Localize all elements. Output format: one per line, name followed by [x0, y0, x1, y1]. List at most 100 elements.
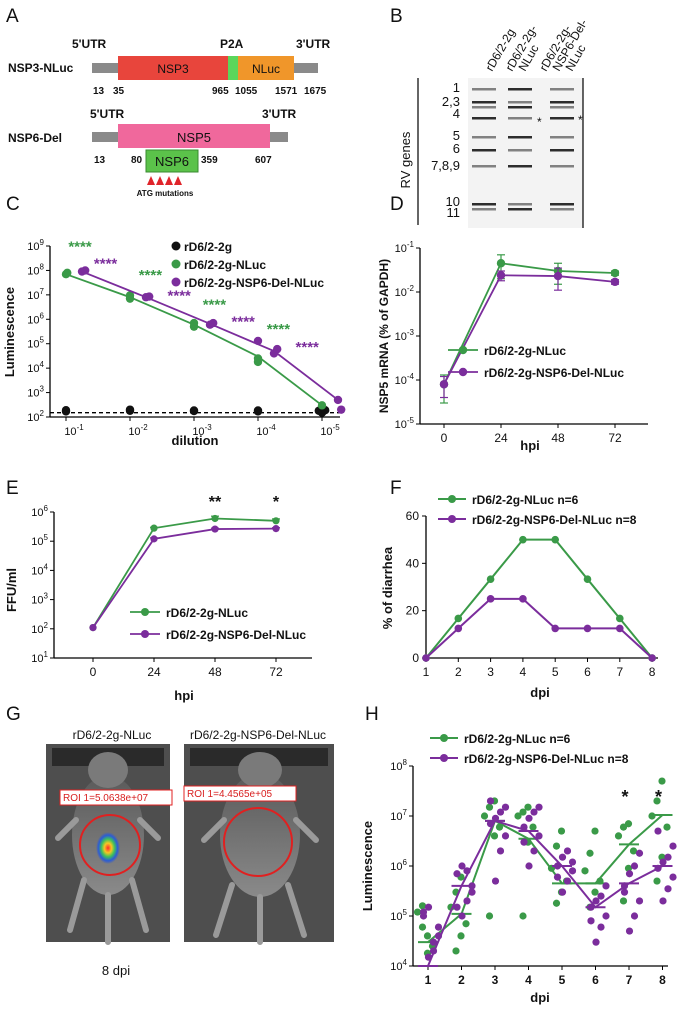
data-point: [189, 406, 199, 415]
data-point: [669, 842, 677, 850]
y-tick-label: 105: [27, 336, 44, 351]
gel-band-label: 11: [447, 205, 461, 220]
y-tick-label: 106: [27, 311, 44, 326]
y-tick-label: 109: [27, 238, 44, 253]
data-point: [125, 405, 135, 414]
legend-marker: [458, 367, 468, 377]
nsp6-pos-13: 13: [94, 155, 106, 166]
legend-label: rD6/2-2g-NSP6-Del-NLuc: [484, 366, 624, 380]
data-point: [558, 888, 567, 896]
gel-band-label: 10: [446, 194, 460, 209]
legend-marker: [458, 345, 468, 355]
data-point: [553, 271, 563, 281]
nsp6-pos-607: 607: [255, 155, 272, 166]
legend-marker: [440, 734, 448, 742]
gel-band: [550, 106, 574, 109]
significance-marker: ****: [168, 287, 192, 304]
y-tick-label: 10-5: [395, 416, 415, 431]
construct-nsp6-del-name: NSP6-Del: [8, 131, 62, 145]
imaging-timepoint: 8 dpi: [102, 963, 130, 978]
rv-genes-axis-label: RV genes: [398, 131, 413, 188]
legend-marker: [171, 241, 181, 251]
data-point: [663, 823, 671, 831]
gel-band-label: 2,3: [442, 94, 460, 109]
gel-band: [550, 208, 574, 211]
legend-marker: [141, 608, 149, 616]
gel-band: [550, 101, 574, 104]
data-point: [211, 514, 219, 523]
data-point: [337, 405, 346, 414]
data-point: [125, 291, 135, 300]
legend-label: rD6/2-2g-NLuc: [484, 344, 566, 358]
data-point: [530, 808, 538, 816]
legend-marker: [448, 515, 456, 523]
y-tick-label: 40: [406, 556, 420, 570]
data-point: [669, 873, 677, 881]
construct-nsp3-nluc-name: NSP3-NLuc: [8, 61, 74, 75]
gel-band: [550, 136, 574, 139]
data-point: [658, 777, 666, 785]
x-tick-label: 5: [559, 973, 566, 987]
panel-label-g: G: [6, 704, 21, 725]
legend-marker: [141, 630, 149, 638]
gel-band: [472, 208, 496, 211]
data-point: [591, 888, 599, 896]
legend-marker: [171, 259, 181, 269]
data-point: [81, 266, 90, 275]
x-tick-label: 7: [616, 665, 623, 679]
panel-label-c: C: [6, 194, 20, 215]
significance-marker: *: [655, 787, 662, 807]
gel-band: [472, 88, 496, 91]
data-point: [462, 920, 470, 928]
data-point: [586, 849, 594, 857]
data-point: [496, 271, 506, 280]
data-point: [453, 903, 461, 911]
data-point: [486, 595, 495, 603]
x-tick-label: 10-3: [192, 423, 212, 438]
significance-marker: ****: [232, 314, 256, 331]
data-point: [551, 624, 559, 633]
gel-band: [550, 117, 574, 120]
y-tick-label: 105: [390, 908, 407, 923]
data-point: [453, 870, 461, 878]
data-point: [496, 847, 505, 855]
nsp5-gene-box: [118, 124, 270, 148]
data-point: [422, 654, 430, 662]
x-tick-label: 6: [584, 665, 591, 679]
data-point: [61, 405, 71, 415]
gel-band: [508, 208, 532, 211]
x-tick-label: 24: [147, 665, 161, 679]
data-point: [418, 902, 427, 910]
data-point: [145, 292, 154, 301]
x-tick-label: 2: [458, 973, 465, 987]
legend-label: rD6/2-2g-NLuc n=6: [472, 493, 579, 507]
data-point: [530, 847, 538, 855]
data-point: [630, 862, 639, 870]
data-point: [468, 882, 476, 890]
significance-marker: **: [209, 494, 222, 511]
x-tick-label: 1: [425, 973, 432, 987]
data-point: [253, 354, 263, 363]
data-point: [551, 535, 559, 544]
data-point: [563, 877, 572, 885]
significance-marker: ****: [139, 267, 163, 284]
y-tick-label: 107: [27, 287, 44, 302]
series-line: [92, 517, 277, 629]
x-tick-label: 4: [525, 973, 532, 987]
nluc-gene-label: NLuc: [252, 62, 280, 76]
data-point: [150, 524, 158, 532]
gel-asterisk-lane3: *: [578, 113, 583, 127]
gel-band: [508, 101, 532, 104]
x-tick-label: 6: [592, 973, 599, 987]
x-tick-label: 3: [487, 665, 494, 679]
data-point: [519, 595, 527, 603]
nsp6-pos-80: 80: [131, 155, 143, 166]
data-point: [583, 575, 592, 583]
nsp5-gene-label: NSP5: [177, 130, 211, 145]
gel-band-label: 5: [453, 128, 460, 143]
panel-label-h: H: [365, 704, 379, 725]
data-point: [273, 344, 282, 354]
data-point: [434, 923, 443, 931]
data-point: [568, 867, 577, 875]
